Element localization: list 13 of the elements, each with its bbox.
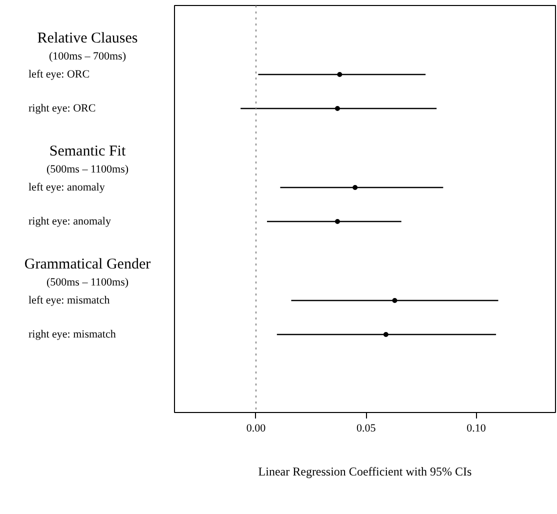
text: Semantic Fit (500ms – 1100ms) <box>46 144 129 176</box>
y-tick-label: right eye: mismatch <box>28 328 116 340</box>
x-tick-label: 0.10 <box>466 422 486 434</box>
text: Grammatical Gender (500ms – 1100ms) <box>24 256 151 288</box>
y-tick-label: right eye: anomaly <box>28 216 112 228</box>
text: Relative Clauses (100ms – 700ms) <box>37 30 138 62</box>
y-tick-label: left eye: mismatch <box>28 294 110 306</box>
y-tick-label: left eye: anomaly <box>28 182 106 194</box>
x-tick-label: 0.05 <box>356 422 376 434</box>
x-axis-title: Linear Regression Coefficient with 95% CIs <box>258 464 472 478</box>
x-tick-label: 0.00 <box>246 422 266 434</box>
y-tick-label: left eye: ORC <box>28 68 90 80</box>
y-tick-label: right eye: ORC <box>28 102 96 114</box>
